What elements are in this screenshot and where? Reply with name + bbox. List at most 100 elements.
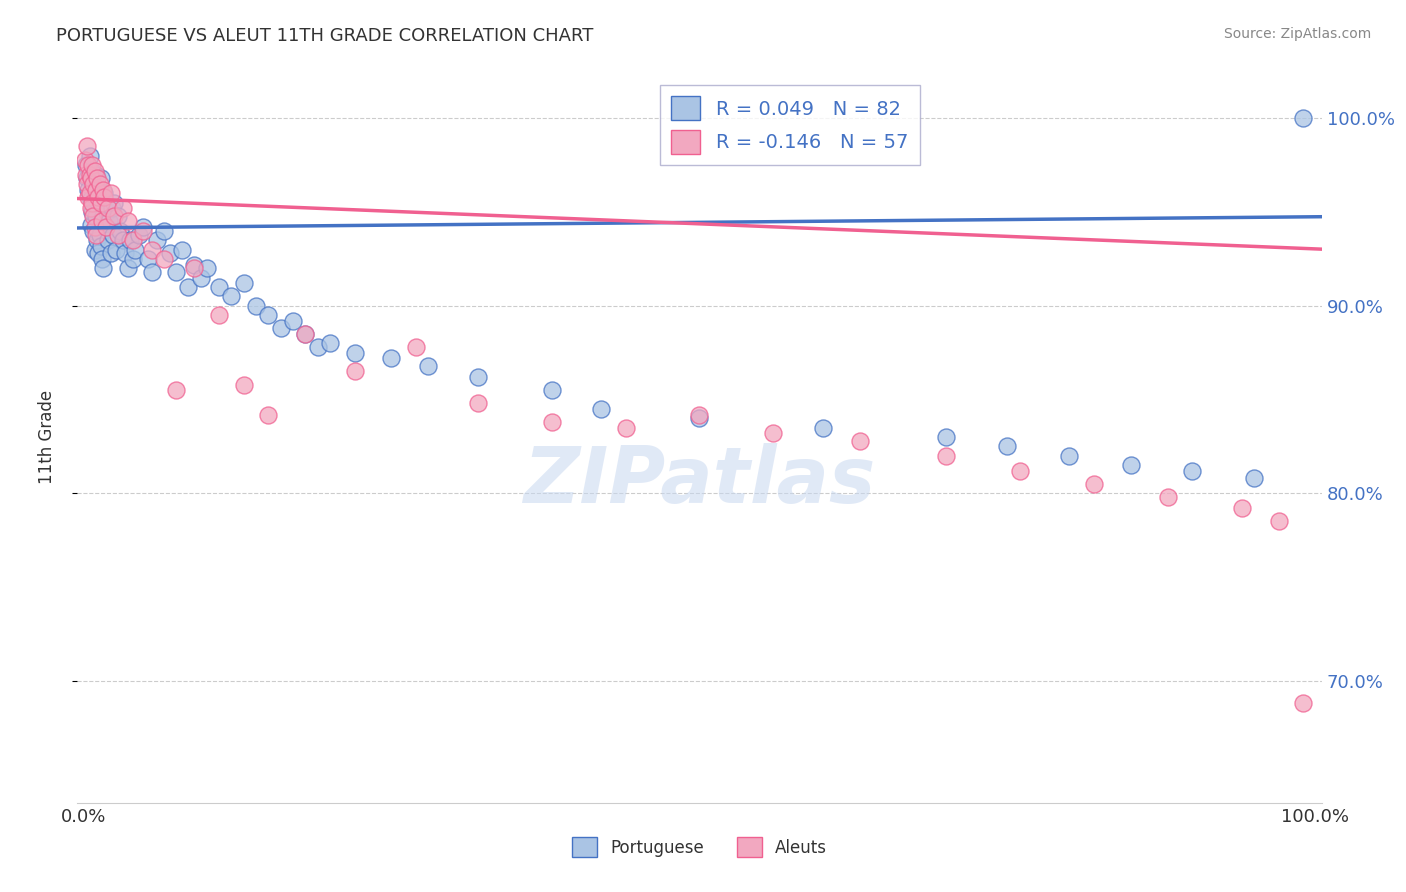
Point [107,227,129,242]
Point [614,420,637,434]
Point [94,220,117,235]
Point [103,209,125,223]
Point [91,214,114,228]
Point [114,246,136,260]
Point [83,163,105,178]
Point [97,201,120,215]
Point [101,201,124,215]
Point [77,190,100,204]
Point [91,252,114,266]
Point [343,364,366,378]
Point [146,233,169,247]
Point [76,177,98,191]
Point [84,227,107,242]
Point [101,227,124,242]
Text: PORTUGUESE VS ALEUT 11TH GRADE CORRELATION CHART: PORTUGUESE VS ALEUT 11TH GRADE CORRELATI… [56,27,593,45]
Point [208,280,231,294]
Point [1083,477,1105,491]
Point [80,201,103,215]
Point [87,246,110,260]
Point [100,186,122,201]
Point [183,261,205,276]
Point [540,415,562,429]
Point [89,227,111,242]
Point [82,158,104,172]
Point [1181,464,1204,478]
Point [93,190,115,204]
Point [405,340,427,354]
Point [811,420,834,434]
Point [221,289,243,303]
Point [270,321,292,335]
Point [540,383,562,397]
Point [152,252,174,266]
Point [100,246,122,260]
Text: Source: ZipAtlas.com: Source: ZipAtlas.com [1223,27,1371,41]
Point [80,171,103,186]
Point [80,218,103,232]
Point [86,171,108,186]
Point [1008,464,1031,478]
Point [177,280,200,294]
Point [75,168,97,182]
Point [589,401,612,416]
Legend: Portuguese, Aleuts: Portuguese, Aleuts [565,830,834,864]
Point [86,233,108,247]
Point [467,370,489,384]
Point [1230,501,1253,516]
Point [103,195,125,210]
Point [98,214,121,228]
Point [96,205,118,219]
Point [152,224,174,238]
Point [111,201,134,215]
Point [80,192,103,206]
Point [232,377,254,392]
Point [159,246,181,260]
Point [131,220,153,235]
Point [91,261,114,276]
Point [1267,515,1289,529]
Point [117,214,139,228]
Point [165,265,187,279]
Point [89,186,111,201]
Point [1292,112,1315,126]
Point [107,209,129,223]
Point [82,195,104,210]
Point [87,190,110,204]
Point [232,277,254,291]
Point [689,411,711,425]
Point [1156,490,1178,504]
Point [294,326,316,341]
Point [97,233,120,247]
Point [307,340,329,354]
Point [82,163,104,178]
Point [76,171,98,186]
Point [1243,471,1265,485]
Point [76,139,98,153]
Point [79,168,101,182]
Point [183,258,205,272]
Point [170,243,193,257]
Point [128,227,150,242]
Point [91,209,114,223]
Point [997,440,1019,454]
Point [73,153,96,167]
Point [82,177,104,191]
Point [343,345,366,359]
Point [121,233,143,247]
Point [104,243,127,257]
Point [245,299,267,313]
Point [79,149,101,163]
Point [90,195,112,210]
Point [83,243,105,257]
Point [136,252,159,266]
Point [83,190,105,204]
Point [87,195,110,210]
Point [94,220,117,235]
Point [467,396,489,410]
Point [90,171,112,186]
Point [117,261,139,276]
Point [418,359,440,373]
Point [82,177,104,191]
Point [190,270,212,285]
